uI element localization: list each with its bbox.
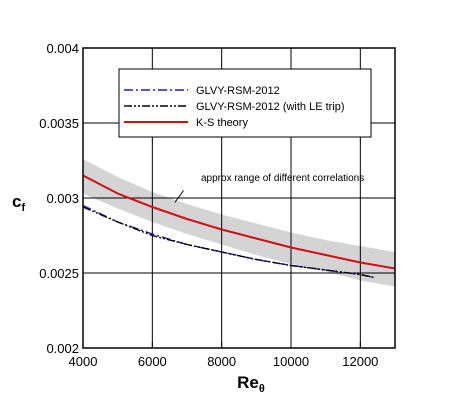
grid-layer xyxy=(83,48,395,348)
annotation-text: approx range of different correlations xyxy=(201,173,364,184)
x-axis-title: Reθ xyxy=(237,373,265,395)
annotation-arrow xyxy=(174,190,184,203)
y-axis-title-subscript: f xyxy=(21,202,25,214)
legend-label-2: GLVY-RSM-2012 (with LE trip) xyxy=(196,101,345,113)
x-tick-label: 12000 xyxy=(342,354,378,369)
legend-label-1: GLVY-RSM-2012 xyxy=(196,85,280,97)
legend: GLVY-RSM-2012 GLVY-RSM-2012 (with LE trip… xyxy=(118,68,372,138)
x-tick-label: 6000 xyxy=(138,354,167,369)
y-axis-title-main: c xyxy=(12,192,21,211)
x-axis-title-main: Re xyxy=(237,373,259,392)
x-tick-label: 8000 xyxy=(207,354,236,369)
range-band xyxy=(83,159,395,287)
y-tick-label: 0.003 xyxy=(46,191,79,206)
annotation-layer: approx range of different correlations xyxy=(174,173,364,203)
range-band-layer xyxy=(83,159,395,287)
x-axis-title-subscript: θ xyxy=(259,383,265,395)
legend-items: GLVY-RSM-2012 GLVY-RSM-2012 (with LE trip… xyxy=(124,85,345,129)
legend-box xyxy=(118,68,372,138)
tick-layer: 4000 6000 8000 10000 12000 0.002 0.0025 0.003 0.… xyxy=(39,41,378,369)
y-tick-label: 0.002 xyxy=(46,341,79,356)
x-tick-label: 4000 xyxy=(69,354,98,369)
y-tick-label: 0.0035 xyxy=(39,116,79,131)
y-axis-title: cf xyxy=(12,192,25,214)
legend-label-3: K-S theory xyxy=(196,117,248,129)
x-tick-label: 10000 xyxy=(273,354,309,369)
series-line-2 xyxy=(82,206,375,279)
y-tick-label: 0.004 xyxy=(46,41,79,56)
y-tick-label: 0.0025 xyxy=(39,266,79,281)
series-layer xyxy=(82,174,396,279)
series-line-3 xyxy=(82,174,396,270)
